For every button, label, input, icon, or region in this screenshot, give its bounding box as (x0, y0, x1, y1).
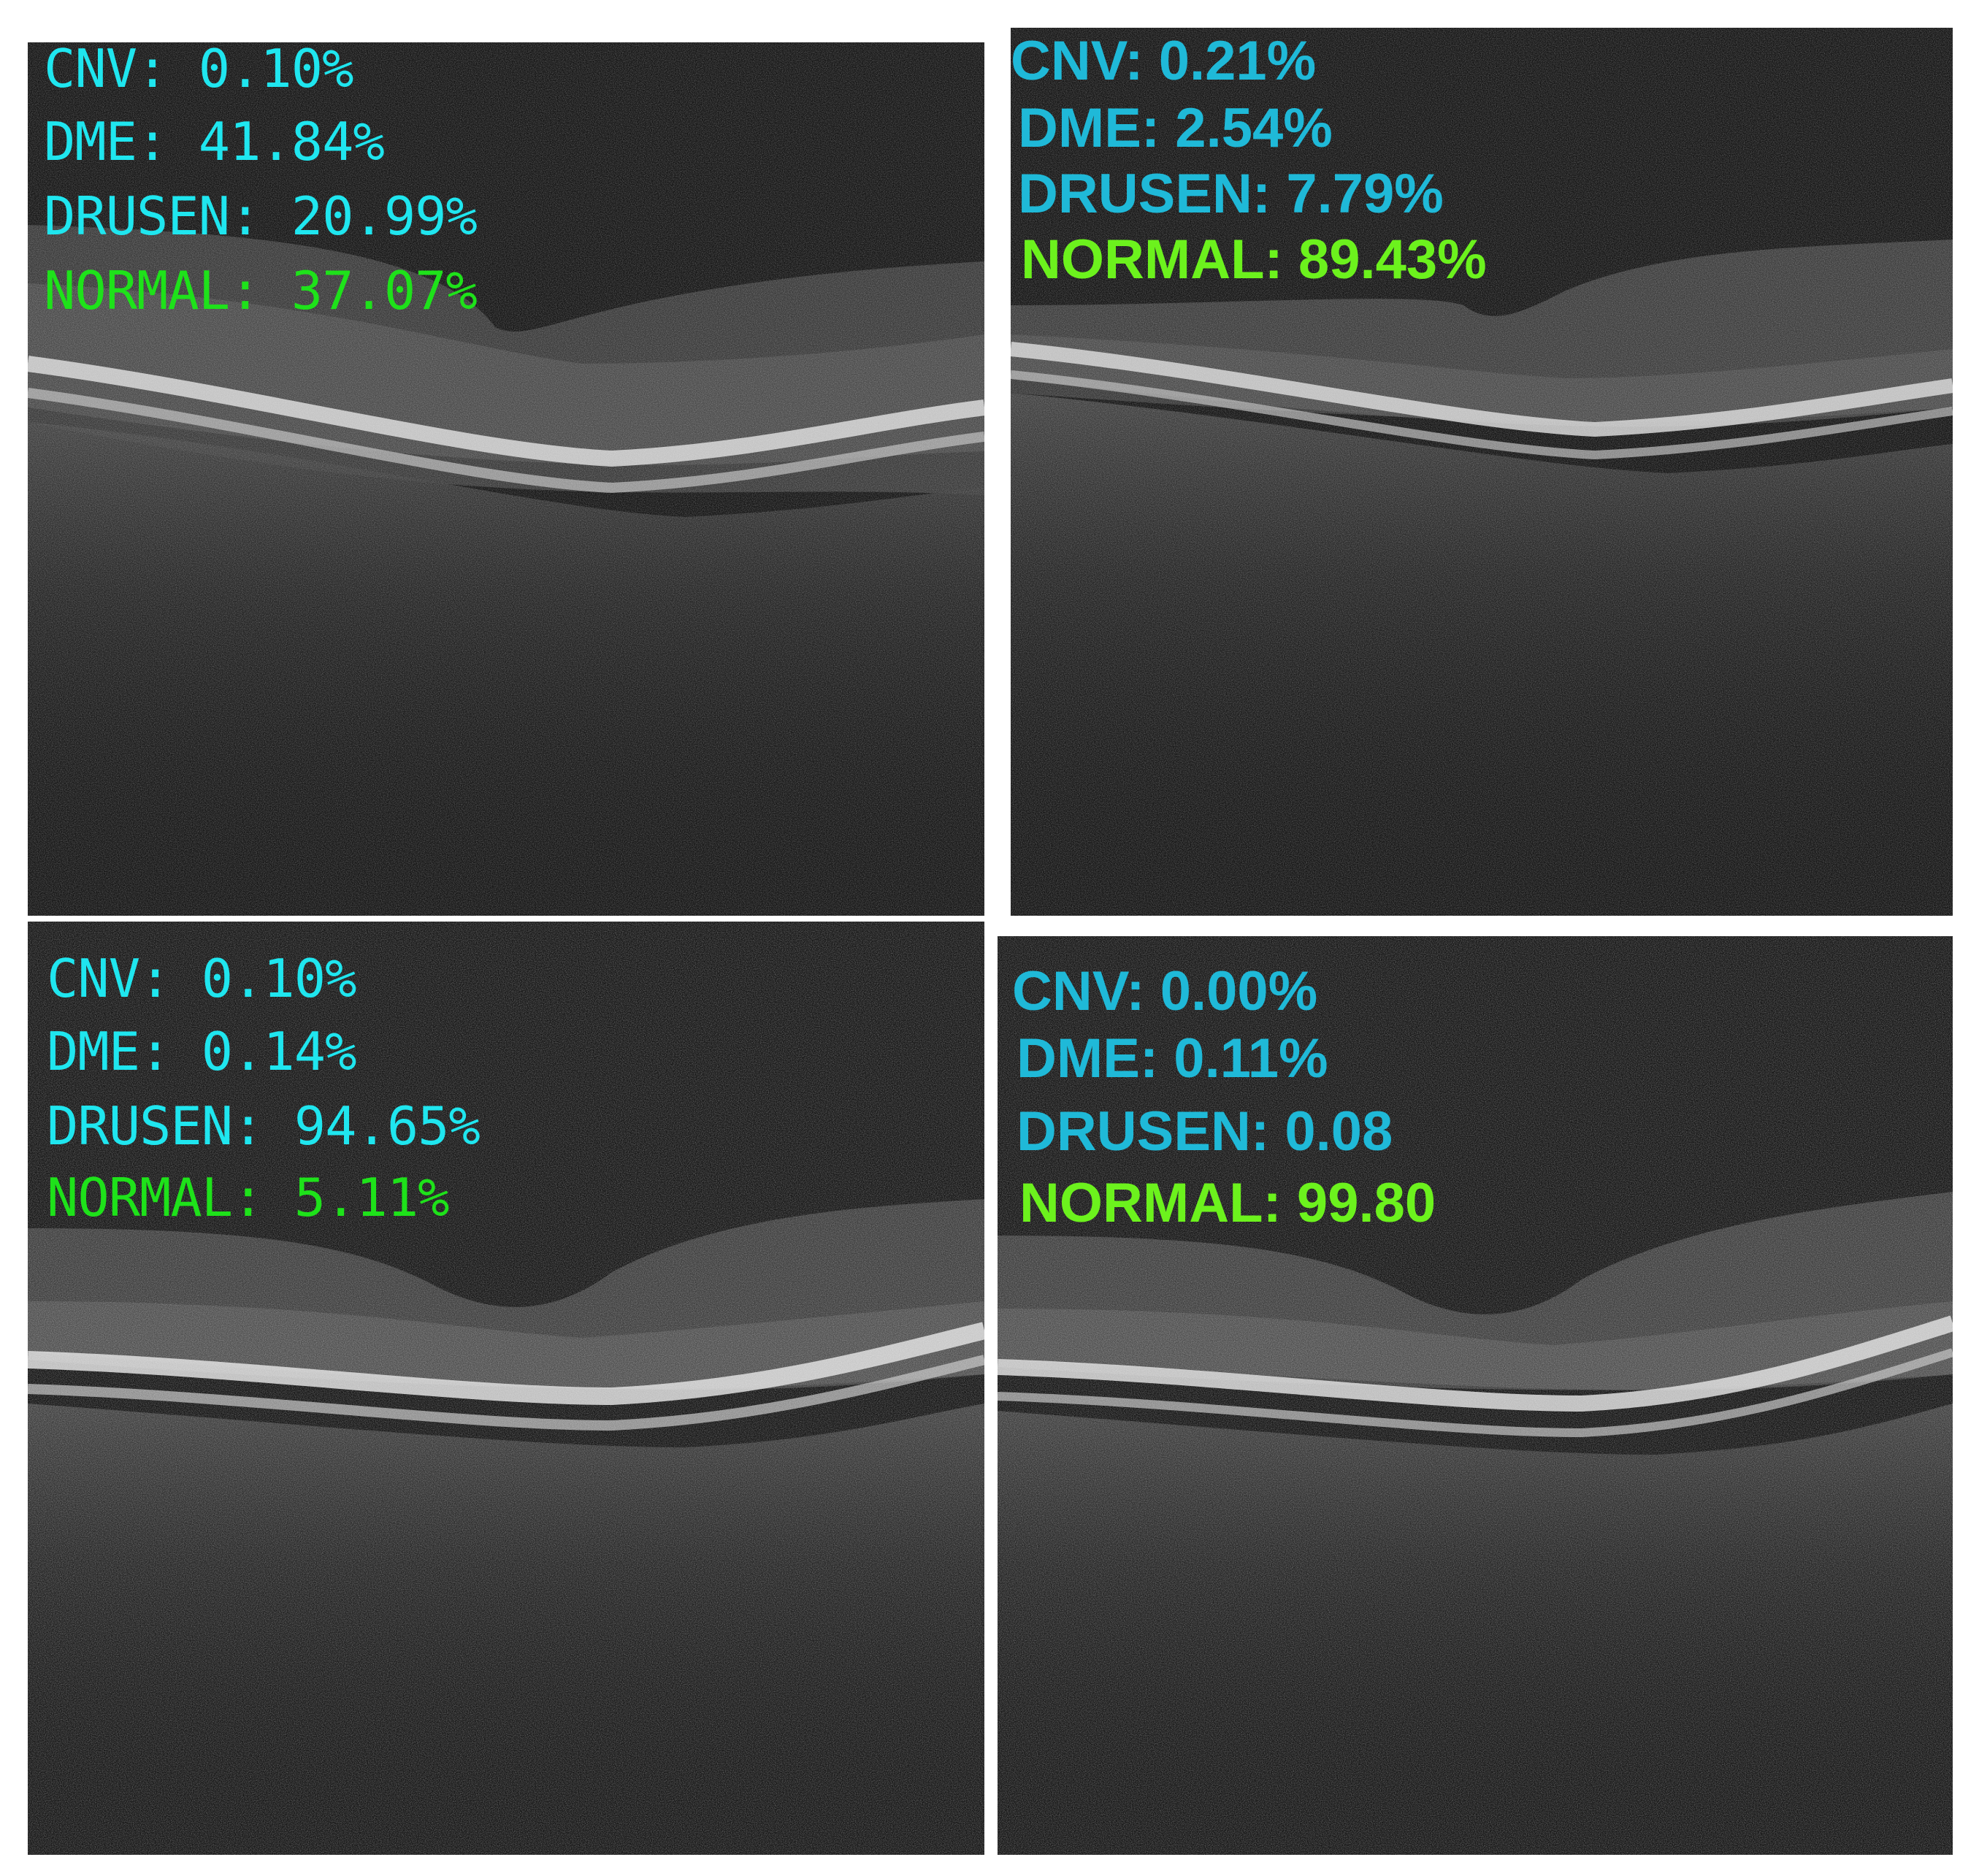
label-dme: DME: 0.11% (1017, 1027, 1328, 1090)
label-dme: DME: 2.54% (1018, 97, 1333, 159)
label-drusen: DRUSEN: 94.65% (47, 1095, 481, 1157)
oct-scan-panel-1: CNV: 0.10% DME: 41.84% DRUSEN: 20.99% NO… (28, 42, 984, 916)
retina-scan-image (998, 936, 1953, 1855)
label-normal: NORMAL: 99.80 (1019, 1172, 1436, 1234)
oct-scan-panel-3: CNV: 0.10% DME: 0.14% DRUSEN: 94.65% NOR… (28, 922, 984, 1855)
oct-scan-panel-2: CNV: 0.21% DME: 2.54% DRUSEN: 7.79% NORM… (1011, 28, 1953, 916)
oct-scan-panel-4: CNV: 0.00% DME: 0.11% DRUSEN: 0.08 NORMA… (998, 936, 1953, 1855)
label-cnv: CNV: 0.10% (47, 948, 356, 1009)
label-dme: DME: 0.14% (47, 1021, 356, 1082)
retina-scan-image (28, 42, 984, 916)
label-drusen: DRUSEN: 20.99% (44, 185, 478, 247)
label-dme: DME: 41.84% (44, 111, 385, 172)
label-cnv: CNV: 0.21% (1011, 30, 1317, 92)
label-drusen: DRUSEN: 7.79% (1018, 163, 1444, 225)
label-normal: NORMAL: 5.11% (47, 1167, 450, 1228)
label-normal: NORMAL: 37.07% (44, 260, 478, 321)
label-cnv: CNV: 0.00% (1012, 960, 1318, 1022)
retina-scan-image (1011, 28, 1953, 916)
label-drusen: DRUSEN: 0.08 (1017, 1100, 1393, 1163)
label-normal: NORMAL: 89.43% (1021, 229, 1487, 291)
retina-scan-image (28, 922, 984, 1855)
label-cnv: CNV: 0.10% (44, 42, 353, 99)
